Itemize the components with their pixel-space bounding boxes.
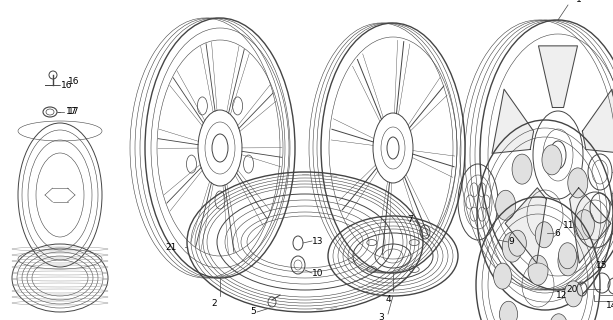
Text: 15: 15 xyxy=(596,260,607,269)
Polygon shape xyxy=(505,188,546,263)
Ellipse shape xyxy=(558,243,576,269)
Text: 2: 2 xyxy=(211,300,217,308)
Text: 3: 3 xyxy=(378,314,384,320)
Text: 6: 6 xyxy=(554,228,560,237)
Polygon shape xyxy=(569,188,611,263)
Ellipse shape xyxy=(542,145,562,175)
Ellipse shape xyxy=(495,190,516,220)
Ellipse shape xyxy=(512,154,532,184)
Text: 7: 7 xyxy=(407,215,413,225)
Text: 12: 12 xyxy=(556,291,568,300)
Ellipse shape xyxy=(565,281,582,307)
Text: 1: 1 xyxy=(576,0,582,4)
Ellipse shape xyxy=(574,210,595,240)
Text: 20: 20 xyxy=(566,285,578,294)
Text: 10: 10 xyxy=(312,268,324,277)
Ellipse shape xyxy=(528,255,548,285)
Ellipse shape xyxy=(508,230,527,256)
Text: 17: 17 xyxy=(68,108,80,116)
Text: 9: 9 xyxy=(508,237,514,246)
Text: 4: 4 xyxy=(385,294,391,303)
Text: 13: 13 xyxy=(312,236,324,245)
Text: 17: 17 xyxy=(66,108,77,116)
Text: 16: 16 xyxy=(61,81,72,90)
Ellipse shape xyxy=(568,168,588,198)
Polygon shape xyxy=(492,89,534,153)
Text: 14: 14 xyxy=(606,300,613,309)
Polygon shape xyxy=(538,46,577,108)
Text: 21: 21 xyxy=(165,243,177,252)
Ellipse shape xyxy=(550,314,568,320)
Ellipse shape xyxy=(535,222,554,248)
Text: 11: 11 xyxy=(563,220,574,229)
Ellipse shape xyxy=(493,263,511,289)
Text: 5: 5 xyxy=(250,308,256,316)
Ellipse shape xyxy=(500,301,517,320)
Ellipse shape xyxy=(558,246,578,276)
Text: 16: 16 xyxy=(68,77,80,86)
Polygon shape xyxy=(582,89,613,153)
Ellipse shape xyxy=(502,232,522,262)
